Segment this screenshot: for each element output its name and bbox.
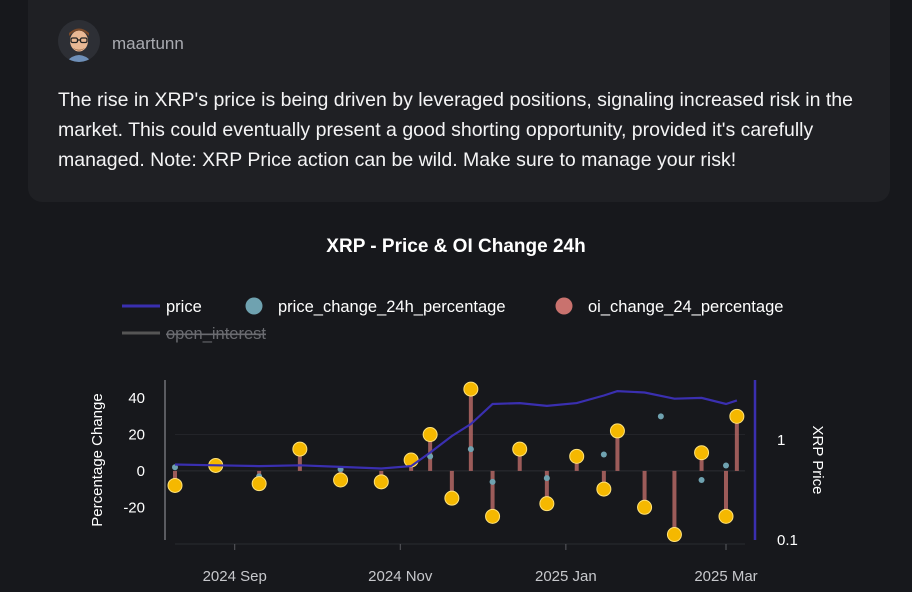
oi-change-marker xyxy=(609,423,625,439)
oi-change-bar xyxy=(724,470,728,517)
legend-label[interactable]: price xyxy=(166,298,202,316)
oi-change-bar xyxy=(699,452,704,471)
legend-circle-swatch xyxy=(555,297,573,315)
legend-item-open-interest[interactable]: open_interest xyxy=(122,325,266,343)
price-change-point xyxy=(489,478,496,485)
y-tick-label: 40 xyxy=(128,390,145,407)
oi-change-marker xyxy=(569,448,585,464)
price-change-point xyxy=(543,475,550,482)
oi-change-marker xyxy=(637,499,653,515)
y2-tick-label: 0.1 xyxy=(777,532,798,549)
plot-area xyxy=(167,381,745,543)
price-change-point xyxy=(467,446,474,453)
oi-change-marker xyxy=(422,427,438,443)
legend-label[interactable]: price_change_24h_percentage xyxy=(278,298,506,316)
avatar[interactable] xyxy=(58,20,100,62)
y2-tick-label: 1 xyxy=(777,432,785,449)
oi-change-marker xyxy=(539,496,555,512)
legend-label[interactable]: open_interest xyxy=(166,325,266,343)
oi-change-marker xyxy=(596,481,612,497)
oi-change-marker xyxy=(167,477,183,493)
oi-change-bar xyxy=(601,470,606,490)
oi-change-marker xyxy=(444,490,460,506)
oi-change-bar xyxy=(297,449,302,471)
y2-axis-label: XRP Price xyxy=(809,426,826,495)
oi-change-bar xyxy=(672,470,677,535)
oi-change-bar xyxy=(449,470,454,499)
legend-circle-swatch xyxy=(245,297,263,315)
oi-change-marker xyxy=(251,476,267,492)
post-text: The rise in XRP's price is being driven … xyxy=(58,89,853,171)
x-tick-label: 2024 Nov xyxy=(368,568,433,585)
oi-change-marker xyxy=(292,441,308,457)
y-tick-label: -20 xyxy=(123,499,145,516)
oi-change-marker xyxy=(333,472,349,488)
price-line xyxy=(174,389,738,470)
oi-change-bar xyxy=(734,416,739,471)
oi-change-bar xyxy=(517,449,522,471)
x-tick-label: 2025 Mar xyxy=(694,568,757,585)
y-axis-label: Percentage Change xyxy=(89,393,106,526)
price-change-point xyxy=(657,413,664,420)
chart-legend[interactable]: price price_change_24h_percentage oi_chang… xyxy=(122,297,784,344)
oi-change-marker xyxy=(463,381,479,397)
y-tick-label: 20 xyxy=(128,427,145,444)
oi-change-marker xyxy=(729,408,745,424)
oi-change-marker xyxy=(512,441,528,457)
oi-change-marker xyxy=(373,474,389,490)
price-change-point xyxy=(172,464,178,471)
legend-item-price[interactable]: price xyxy=(122,298,202,316)
oi-change-bar xyxy=(615,430,620,471)
oi-change-bar xyxy=(544,470,549,504)
price-change-point xyxy=(723,462,729,469)
legend-label[interactable]: oi_change_24_percentage xyxy=(588,298,783,316)
chart-title: XRP - Price & OI Change 24h xyxy=(326,236,586,257)
username[interactable]: maartunn xyxy=(112,34,184,53)
avatar-icon xyxy=(58,20,100,62)
x-tick-label: 2025 Jan xyxy=(535,568,597,585)
chart-axes: 40 20 0 -20 1 0.1 2024 Sep 2024 Nov 2025 Jan 2025… xyxy=(89,380,826,585)
legend-item-oi-change-24-percentage[interactable]: oi_change_24_percentage xyxy=(555,297,784,317)
oi-change-marker xyxy=(718,508,734,524)
legend-item-price-change-24h-percentage[interactable]: price_change_24h_percentage xyxy=(245,297,506,317)
x-tick-label: 2024 Sep xyxy=(203,568,267,585)
oi-change-bar xyxy=(642,470,647,508)
post-card xyxy=(28,0,890,202)
oi-change-marker xyxy=(694,445,710,461)
oi-change-marker xyxy=(666,527,682,543)
oi-change-marker xyxy=(485,508,501,524)
oi-change-bar xyxy=(468,389,473,471)
oi-change-bar xyxy=(490,470,495,517)
y-tick-label: 0 xyxy=(137,463,145,480)
price-change-point xyxy=(600,451,607,458)
price-change-point xyxy=(698,477,705,483)
